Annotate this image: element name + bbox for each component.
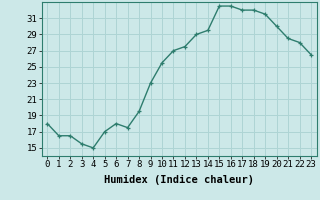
X-axis label: Humidex (Indice chaleur): Humidex (Indice chaleur) <box>104 175 254 185</box>
